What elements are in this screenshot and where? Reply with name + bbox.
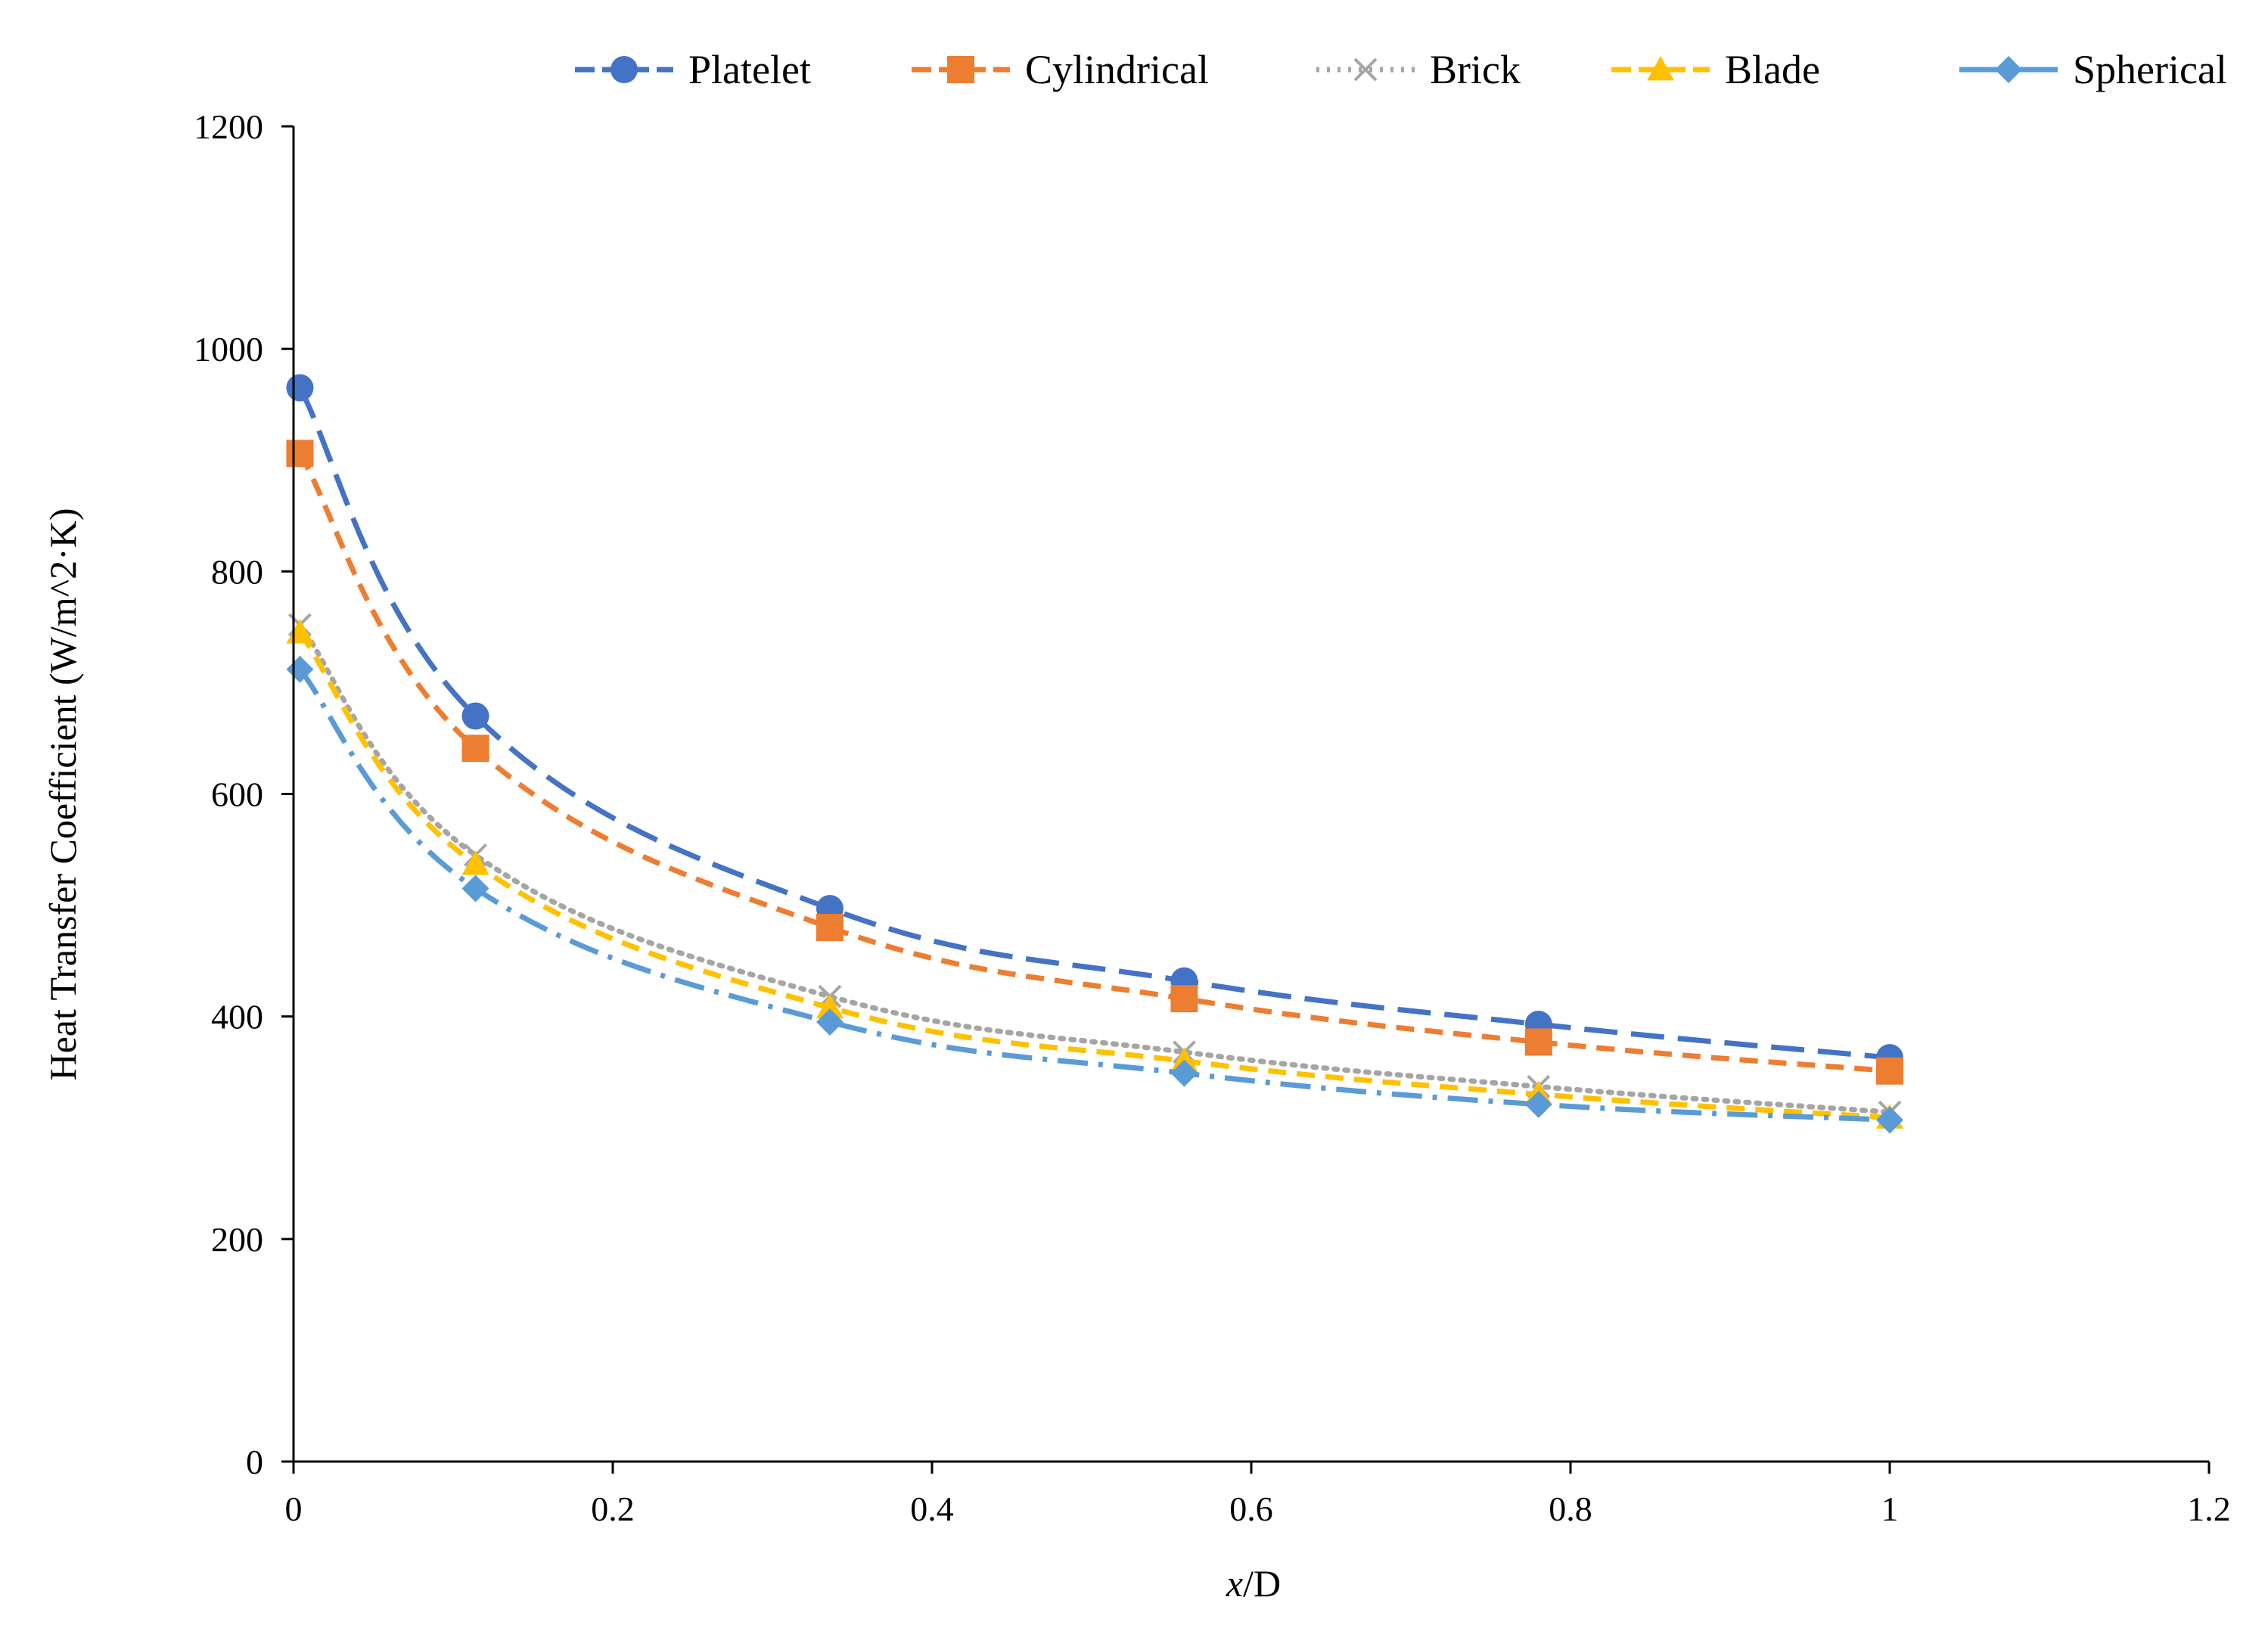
- legend-item-brick: Brick: [1316, 47, 1521, 92]
- legend-swatch-marker: [1353, 57, 1378, 82]
- legend-swatch-marker: [1647, 56, 1674, 81]
- y-tick-label: 600: [211, 775, 263, 814]
- y-tick-label: 200: [211, 1220, 263, 1259]
- data-point-blade: [461, 850, 489, 875]
- x-axis-title-rest: /D: [1243, 1562, 1281, 1605]
- legend-swatch-marker: [1995, 56, 2022, 83]
- legend: Platelet Cylindrical Brick Blade Spherical: [575, 47, 2227, 92]
- series-cylindrical: [286, 440, 1903, 1085]
- y-tick-label: 800: [211, 552, 263, 591]
- data-point-spherical: [461, 875, 489, 902]
- series-line-brick: [297, 622, 1893, 1115]
- series-line-cylindrical: [297, 452, 1891, 1074]
- x-tick-label: 0.4: [910, 1490, 954, 1528]
- data-point-cylindrical: [1876, 1057, 1903, 1085]
- legend-item-spherical: Spherical: [1959, 47, 2227, 92]
- legend-item-platelet: Platelet: [575, 47, 811, 92]
- x-tick-label: 0.6: [1229, 1490, 1273, 1528]
- data-point-blade: [816, 993, 844, 1019]
- x-tick-label: 1: [1881, 1490, 1899, 1528]
- data-point-spherical: [1170, 1059, 1198, 1087]
- data-point-spherical: [816, 1008, 844, 1036]
- series-brick: [288, 613, 1902, 1124]
- x-tick-label: 0.8: [1549, 1490, 1592, 1528]
- legend-label: Blade: [1725, 47, 1820, 92]
- legend-label: Spherical: [2073, 47, 2227, 92]
- x-tick-label: 0.2: [591, 1490, 635, 1528]
- legend-swatch-marker: [610, 56, 638, 83]
- legend-label: Cylindrical: [1025, 47, 1209, 92]
- series-line-spherical: [297, 667, 1891, 1123]
- data-point-platelet: [286, 374, 314, 402]
- series-platelet: [286, 374, 1903, 1072]
- data-point-blade: [286, 619, 314, 644]
- x-axis-title: x/D: [1226, 1562, 1281, 1605]
- x-tick-label: 0: [285, 1490, 303, 1528]
- series-line-platelet: [297, 386, 1891, 1061]
- axes: 0 200 400 600 800 1000 1200 0 0.2 0.4 0.6 0.8 1 1.2: [194, 107, 2231, 1528]
- data-point-cylindrical: [461, 735, 489, 763]
- legend-label: Brick: [1430, 47, 1521, 92]
- data-point-spherical: [1876, 1106, 1903, 1134]
- x-marker-stroke: [1353, 57, 1378, 82]
- legend-label: Platelet: [688, 47, 811, 92]
- y-tick-label: 1000: [194, 330, 263, 368]
- data-point-cylindrical: [286, 440, 314, 468]
- plot-lines: [286, 374, 1903, 1134]
- data-point-cylindrical: [1170, 985, 1198, 1013]
- series-spherical: [286, 655, 1903, 1134]
- legend-item-blade: Blade: [1611, 47, 1820, 92]
- x-tick-label: 1.2: [2187, 1490, 2231, 1528]
- data-point-platelet: [461, 702, 489, 730]
- y-tick-label: 1200: [194, 107, 263, 146]
- x-axis-title-italic: x: [1226, 1562, 1243, 1605]
- y-tick-label: 400: [211, 998, 263, 1036]
- y-tick-label: 0: [246, 1443, 263, 1481]
- legend-item-cylindrical: Cylindrical: [912, 47, 1209, 92]
- legend-swatch-marker: [947, 56, 974, 83]
- data-point-cylindrical: [816, 914, 844, 941]
- series-line-blade: [297, 631, 1891, 1121]
- y-axis-title: Heat Transfer Coefficient (W/m^2·K): [42, 508, 84, 1080]
- data-point-cylindrical: [1524, 1028, 1552, 1056]
- data-point-spherical: [1524, 1090, 1552, 1118]
